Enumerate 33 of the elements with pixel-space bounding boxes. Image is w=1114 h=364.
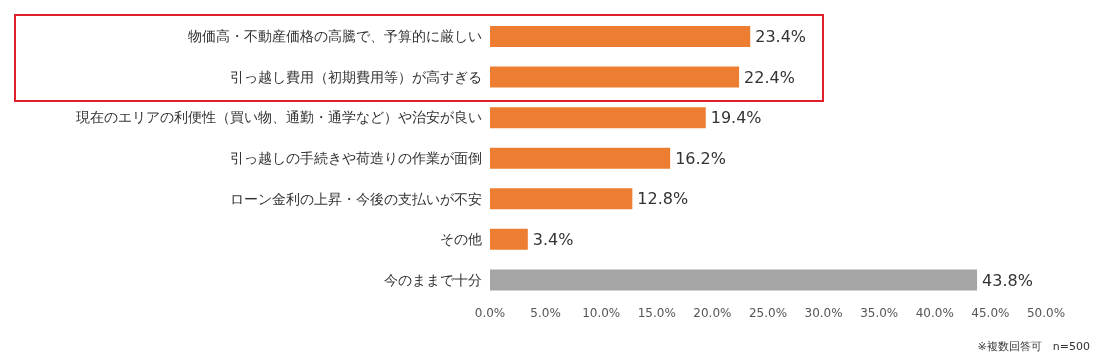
text: ※複数回答可 n=500: [977, 339, 1090, 354]
data-label: 3.4%: [532, 230, 574, 250]
data-label: 19.4%: [710, 108, 762, 128]
data-label: 23.4%: [755, 27, 807, 47]
y-tick-label: その他: [440, 231, 482, 248]
x-tick-label: 10.0%: [582, 305, 621, 320]
x-tick-label: 20.0%: [693, 305, 732, 320]
y-tick-label: 引っ越しの手続きや荷造りの作業が面倒: [230, 149, 482, 166]
bar: [490, 147, 671, 169]
data-label: 12.8%: [637, 189, 689, 209]
data-label: 22.4%: [744, 67, 795, 87]
y-tick-label: ローン金利の上昇・今後の支払いが不安: [230, 190, 482, 207]
x-tick-label: 25.0%: [748, 305, 788, 320]
y-tick-label: 今のままで十分: [384, 271, 482, 288]
x-tick-label: 15.0%: [637, 305, 676, 320]
y-tick-label: 引っ越し費用（初期費用等）が高すぎる: [230, 68, 482, 85]
x-tick-label: 30.0%: [804, 305, 843, 320]
x-tick-label: 5.0%: [530, 305, 561, 320]
x-tick-label: 0.0%: [474, 305, 506, 320]
bar: [490, 107, 706, 129]
x-tick-label: 40.0%: [915, 305, 954, 320]
x-tick-label: 35.0%: [860, 305, 899, 320]
x-tick-label: 45.0%: [971, 305, 1010, 320]
x-tick-label: 50.0%: [1026, 305, 1066, 320]
y-tick-label: 現在のエリアの利便性（買い物、通勤・通学など）や治安が良い: [76, 109, 482, 126]
bar: [490, 66, 740, 88]
bar: [490, 188, 633, 210]
y-tick-label: 物価高・不動産価格の高騰で、予算的に厳しい: [188, 28, 482, 45]
bar: [490, 269, 978, 291]
bar: [490, 228, 528, 250]
data-label: 16.2%: [675, 148, 726, 168]
bar: [490, 26, 751, 47]
data-label: 43.8%: [982, 270, 1033, 290]
